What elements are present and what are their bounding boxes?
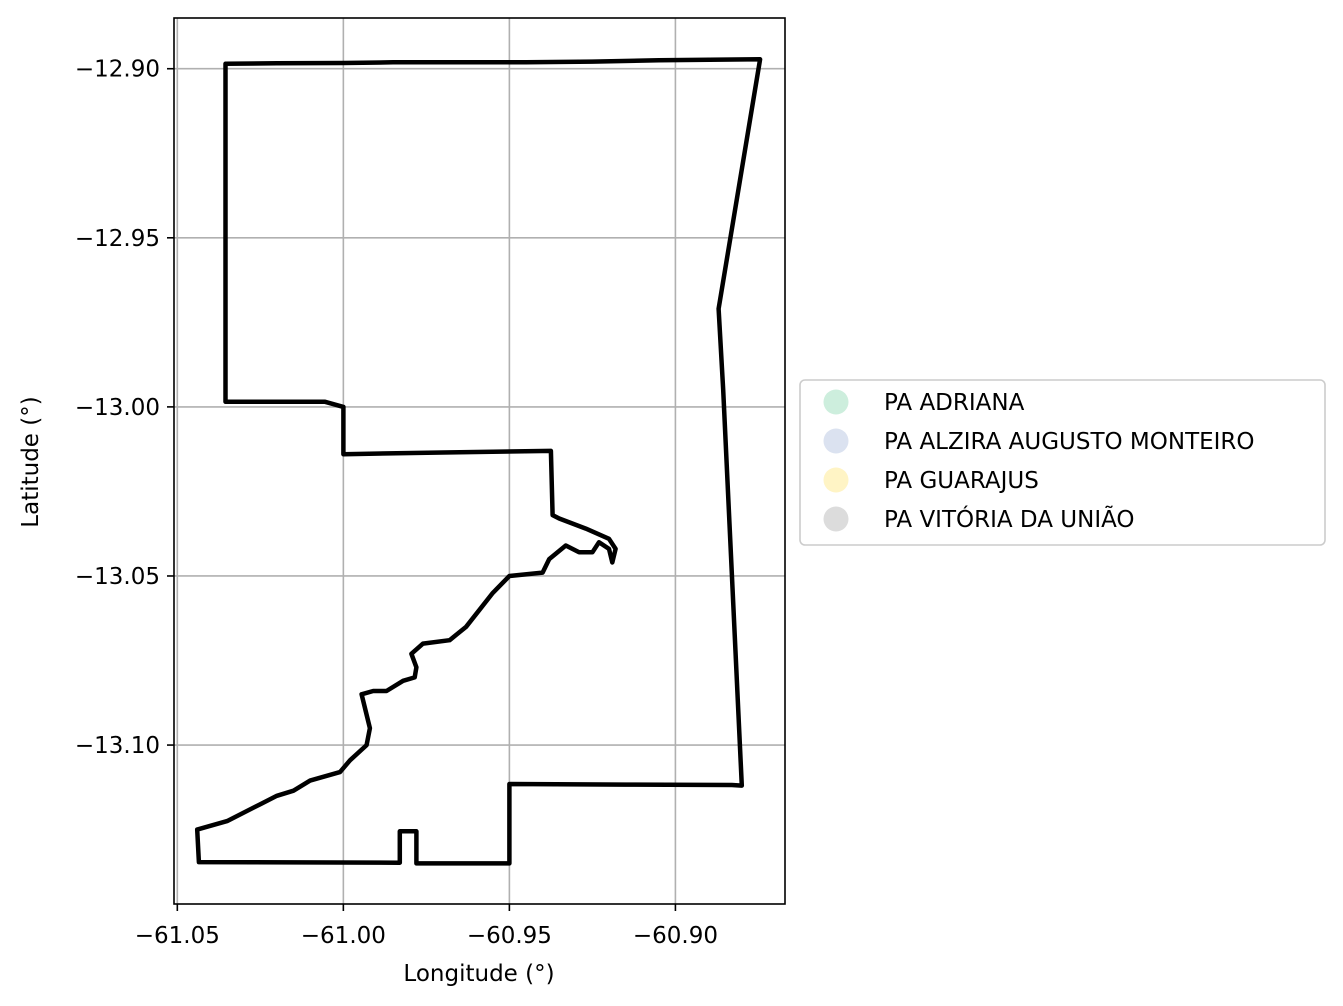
legend-label: PA ADRIANA	[884, 390, 1025, 416]
y-tick-label: −13.10	[75, 733, 160, 759]
x-tick-label: −60.90	[633, 923, 718, 949]
legend-marker	[824, 468, 849, 493]
y-axis-label: Latitude (°)	[18, 396, 44, 527]
legend-label: PA VITÓRIA DA UNIÃO	[884, 505, 1135, 533]
legend-marker	[824, 507, 849, 532]
legend: PA ADRIANA PA ALZIRA AUGUSTO MONTEIRO PA G…	[800, 380, 1325, 545]
y-tick-label: −13.05	[75, 564, 160, 590]
y-tick-label: −12.95	[75, 226, 160, 252]
legend-marker	[824, 390, 849, 415]
y-tick-label: −12.90	[75, 57, 160, 83]
y-tick-label: −13.00	[75, 395, 160, 421]
x-tick-label: −60.95	[467, 923, 552, 949]
x-tick-label: −61.05	[135, 923, 220, 949]
legend-marker	[824, 429, 849, 454]
legend-label: PA GUARAJUS	[884, 468, 1039, 494]
legend-label: PA ALZIRA AUGUSTO MONTEIRO	[884, 429, 1255, 455]
x-tick-label: −61.00	[301, 923, 386, 949]
x-axis-label: Longitude (°)	[403, 961, 554, 987]
